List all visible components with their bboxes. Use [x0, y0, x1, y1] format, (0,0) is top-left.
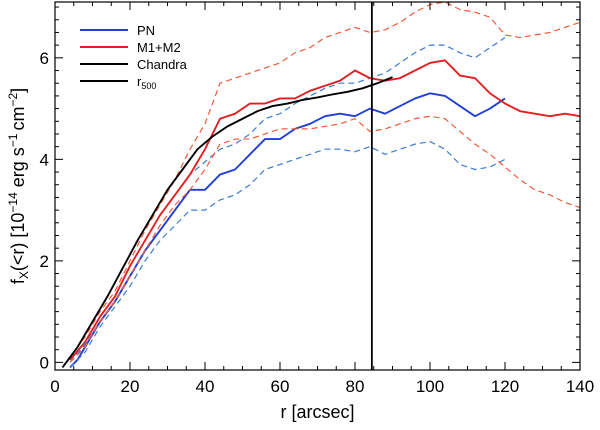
legend-label: M1+M2 [137, 40, 181, 55]
axis-titles: r [arcsec] fX(<r) [10−14 erg s−1cm−2] [6, 88, 355, 422]
series-layer [61, 2, 580, 370]
x-tick-label: 20 [121, 377, 140, 396]
series-line-m1-m2-upper [69, 2, 580, 358]
plot-frame [54, 1, 581, 371]
x-tick-label: 140 [566, 377, 594, 396]
x-tick-label: 40 [196, 377, 215, 396]
x-axis-title: r [arcsec] [280, 402, 354, 422]
y-tick-label: 0 [40, 353, 49, 372]
y-tick-label: 6 [40, 49, 49, 68]
y-tick-label: 2 [40, 252, 49, 271]
legend: PN M1+M2 Chandra r500 [80, 23, 188, 91]
legend-label-subscript: 500 [141, 81, 156, 91]
series-line-m1-m2 [69, 59, 580, 361]
x-tick-label: 60 [271, 377, 290, 396]
series-line-m1-m2-lower [69, 115, 580, 363]
series-line-pn-upper [69, 37, 506, 363]
series-line-pn [69, 92, 506, 369]
legend-label: r500 [137, 74, 156, 91]
y-axis-title: fX(<r) [10−14 erg s−1cm−2] [6, 88, 31, 284]
y-tick-label: 4 [40, 150, 49, 169]
legend-label: Chandra [137, 57, 188, 72]
series-line-chandra [61, 76, 393, 369]
x-tick-label: 100 [416, 377, 444, 396]
axes-layer: 0 20 40 60 80 100 120 140 0 2 4 6 [40, 1, 594, 396]
x-tick-label: 80 [346, 377, 365, 396]
series-line-pn-lower [69, 140, 506, 368]
x-tick-label: 0 [50, 377, 59, 396]
legend-label: PN [137, 23, 155, 38]
x-tick-label: 120 [491, 377, 519, 396]
